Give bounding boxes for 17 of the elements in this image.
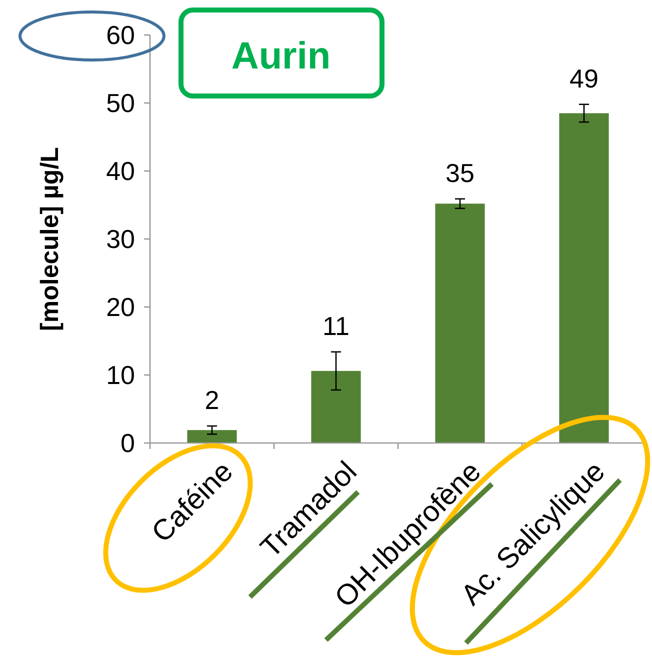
chart-title: Aurin xyxy=(231,35,331,78)
y-tick-label: 20 xyxy=(106,292,135,322)
bar xyxy=(435,204,485,443)
y-tick-label: 30 xyxy=(106,224,135,254)
y-tick-label: 60 xyxy=(106,20,135,50)
data-label: 35 xyxy=(446,158,474,188)
data-label: 2 xyxy=(204,385,220,415)
bar xyxy=(559,113,609,443)
y-tick-label: 40 xyxy=(106,156,135,186)
y-tick-label: 50 xyxy=(106,88,135,118)
y-axis-title: [molecule] µg/L xyxy=(36,147,64,331)
bar xyxy=(187,430,237,443)
y-tick-label: 0 xyxy=(120,428,135,458)
bar xyxy=(311,370,361,443)
data-label: 49 xyxy=(570,63,598,94)
data-label: 11 xyxy=(322,310,350,341)
y-tick-label: 10 xyxy=(106,360,135,390)
